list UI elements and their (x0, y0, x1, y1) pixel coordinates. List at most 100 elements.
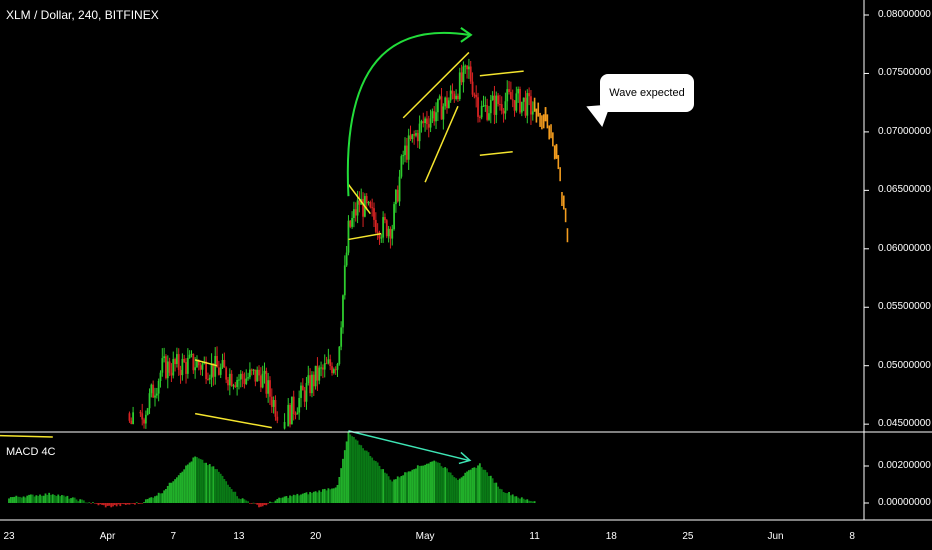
macd-bar (500, 489, 503, 503)
candle-body (478, 116, 481, 118)
candle-body (438, 96, 441, 99)
macd-bar (61, 495, 63, 503)
macd-bar (68, 498, 71, 503)
candle-body (331, 366, 333, 373)
candle-body (358, 200, 361, 205)
macd-bar (489, 475, 492, 503)
macd-bar (353, 437, 355, 503)
candle-body (128, 413, 131, 421)
candle-body (531, 111, 534, 115)
macd-bar (199, 459, 202, 503)
candle-body (351, 218, 353, 227)
macd-bar (294, 495, 297, 503)
candle-body (267, 380, 270, 394)
candle-body (356, 200, 359, 216)
macd-bar (103, 503, 105, 506)
indicator-label: MACD 4C (6, 446, 56, 458)
macd-bar (435, 461, 437, 503)
price-tick-label: 0.06500000 (878, 184, 931, 196)
macd-bar (362, 448, 364, 503)
macd-bar (64, 496, 67, 503)
macd-bar (144, 499, 147, 503)
price-tick-label: 0.05500000 (878, 301, 931, 313)
macd-bar (533, 501, 536, 503)
candle-body (380, 237, 383, 239)
macd-bar (53, 494, 56, 503)
candle-body (243, 378, 246, 384)
candle-body (520, 101, 523, 113)
time-tick-label: Apr (99, 531, 116, 542)
candle-body (143, 419, 145, 424)
macd-bar (389, 479, 392, 503)
candle-body (221, 360, 224, 368)
candle-body (489, 100, 492, 114)
macd-bar (438, 462, 441, 503)
candle-body (409, 135, 412, 140)
macd-bar (166, 485, 169, 503)
macd-bar (238, 498, 240, 503)
candle-body (276, 416, 279, 421)
macd-bar (298, 495, 301, 503)
macd-bar (471, 467, 474, 503)
candle-body (398, 176, 401, 202)
candle-body (488, 113, 490, 120)
candle-body (316, 365, 319, 381)
macd-bar (367, 452, 370, 503)
macd-bar (502, 492, 505, 503)
macd-bar (71, 497, 74, 503)
macd-bar (223, 479, 226, 503)
candle-body (497, 95, 499, 105)
macd-bar (95, 503, 98, 504)
macd-bar (334, 487, 337, 503)
macd-bar (128, 503, 131, 505)
candle-body (365, 196, 368, 204)
candle-body (517, 89, 520, 94)
macd-bar (270, 502, 273, 503)
candle-body (354, 209, 357, 216)
candle-body (395, 189, 397, 205)
macd-bar (234, 491, 237, 503)
candle-body (391, 229, 394, 239)
macd-bar (263, 503, 266, 505)
macd-bar (311, 492, 313, 503)
candle-body (154, 395, 156, 398)
macd-bar (531, 501, 534, 503)
macd-bar (256, 503, 259, 505)
candle-body (130, 420, 133, 425)
candle-body (511, 99, 514, 101)
macd-bar (132, 503, 134, 504)
candle-body (378, 232, 381, 239)
macd-bar (50, 494, 52, 503)
macd-bar (347, 431, 350, 503)
pattern-line (424, 105, 459, 183)
macd-bar (462, 475, 465, 503)
macd-bar (318, 490, 321, 503)
candle-body (305, 383, 308, 402)
arrow-head (460, 27, 473, 43)
macd-bar (436, 462, 439, 503)
macd-bar (402, 475, 405, 503)
pattern-line (194, 359, 218, 367)
candle-body (415, 133, 417, 136)
time-tick-label: 18 (605, 531, 617, 542)
macd-bar (440, 466, 443, 503)
macd-bar (407, 471, 410, 503)
macd-bar (126, 503, 129, 505)
macd-bar (493, 482, 496, 503)
macd-bar (287, 497, 290, 503)
candle-body (387, 228, 390, 237)
macd-bar (216, 469, 218, 503)
candle-body (157, 380, 160, 394)
candle-body (163, 356, 166, 359)
macd-bar (75, 499, 78, 503)
candle-body (347, 220, 350, 253)
candle-body (491, 95, 494, 101)
macd-bar (520, 497, 523, 503)
macd-bar (81, 499, 83, 503)
candle-body (369, 201, 372, 208)
candle-body (177, 354, 180, 370)
macd-bar (135, 502, 138, 503)
macd-bar (278, 497, 280, 503)
macd-bar (66, 495, 69, 503)
